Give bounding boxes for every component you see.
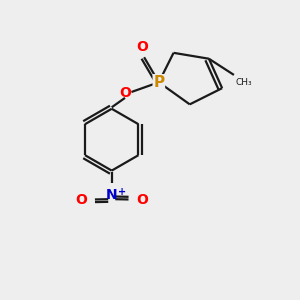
Text: CH₃: CH₃ [236, 78, 253, 87]
Text: O: O [136, 193, 148, 207]
Text: P: P [153, 75, 164, 90]
Text: N: N [106, 188, 118, 202]
Text: ⁻: ⁻ [77, 192, 83, 205]
Text: O: O [75, 193, 87, 207]
Text: O: O [137, 40, 148, 54]
Text: O: O [119, 85, 131, 100]
Text: +: + [118, 188, 126, 197]
